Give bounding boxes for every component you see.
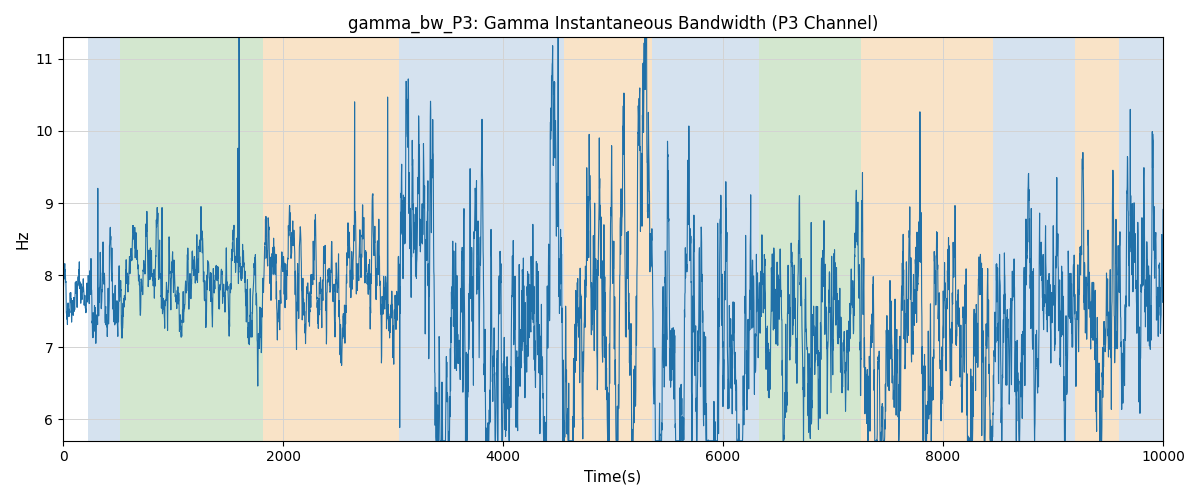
X-axis label: Time(s): Time(s) [584, 470, 642, 485]
Bar [992, 38, 1075, 440]
Title: gamma_bw_P3: Gamma Instantaneous Bandwidth (P3 Channel): gamma_bw_P3: Gamma Instantaneous Bandwid… [348, 15, 878, 34]
Bar [89, 38, 120, 440]
Bar [1120, 38, 1174, 440]
Y-axis label: Hz: Hz [16, 230, 30, 249]
Bar [1075, 38, 1120, 440]
Bar [398, 38, 475, 440]
Bar [475, 38, 564, 440]
Bar [734, 38, 760, 440]
Bar [860, 38, 916, 440]
Bar [120, 38, 263, 440]
Bar [263, 38, 398, 440]
Bar [564, 38, 652, 440]
Bar [916, 38, 992, 440]
Bar [652, 38, 712, 440]
Bar [760, 38, 860, 440]
Bar [712, 38, 734, 440]
